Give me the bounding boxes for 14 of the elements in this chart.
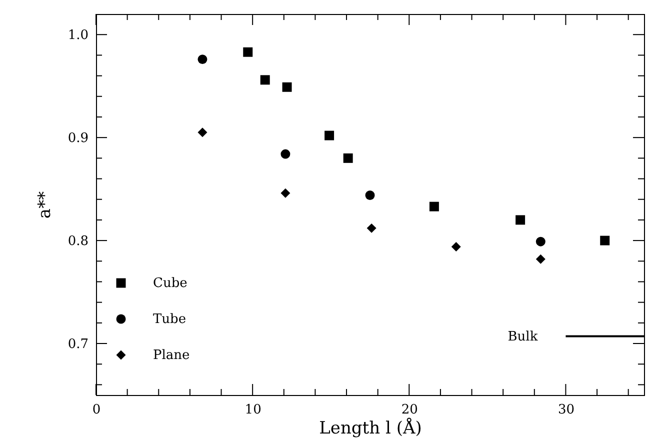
x-tick-label: 0 [92, 402, 101, 418]
legend-label: Plane [153, 348, 190, 363]
y-tick-label: 0.8 [68, 234, 88, 250]
x-tick-label: 10 [244, 402, 262, 418]
text: Bulk [508, 329, 538, 344]
y-tick-label: 1.0 [68, 28, 88, 44]
legend-label: Cube [153, 276, 188, 291]
y-axis-title: a** [34, 190, 55, 219]
y-tick-label: 0.7 [68, 337, 88, 352]
x-axis-title: Length l (Å) [319, 418, 422, 438]
x-tick-label: 20 [401, 402, 418, 418]
legend-label: Tube [153, 312, 186, 327]
x-tick-label: 30 [558, 402, 574, 418]
y-tick-label: 0.9 [68, 131, 88, 146]
